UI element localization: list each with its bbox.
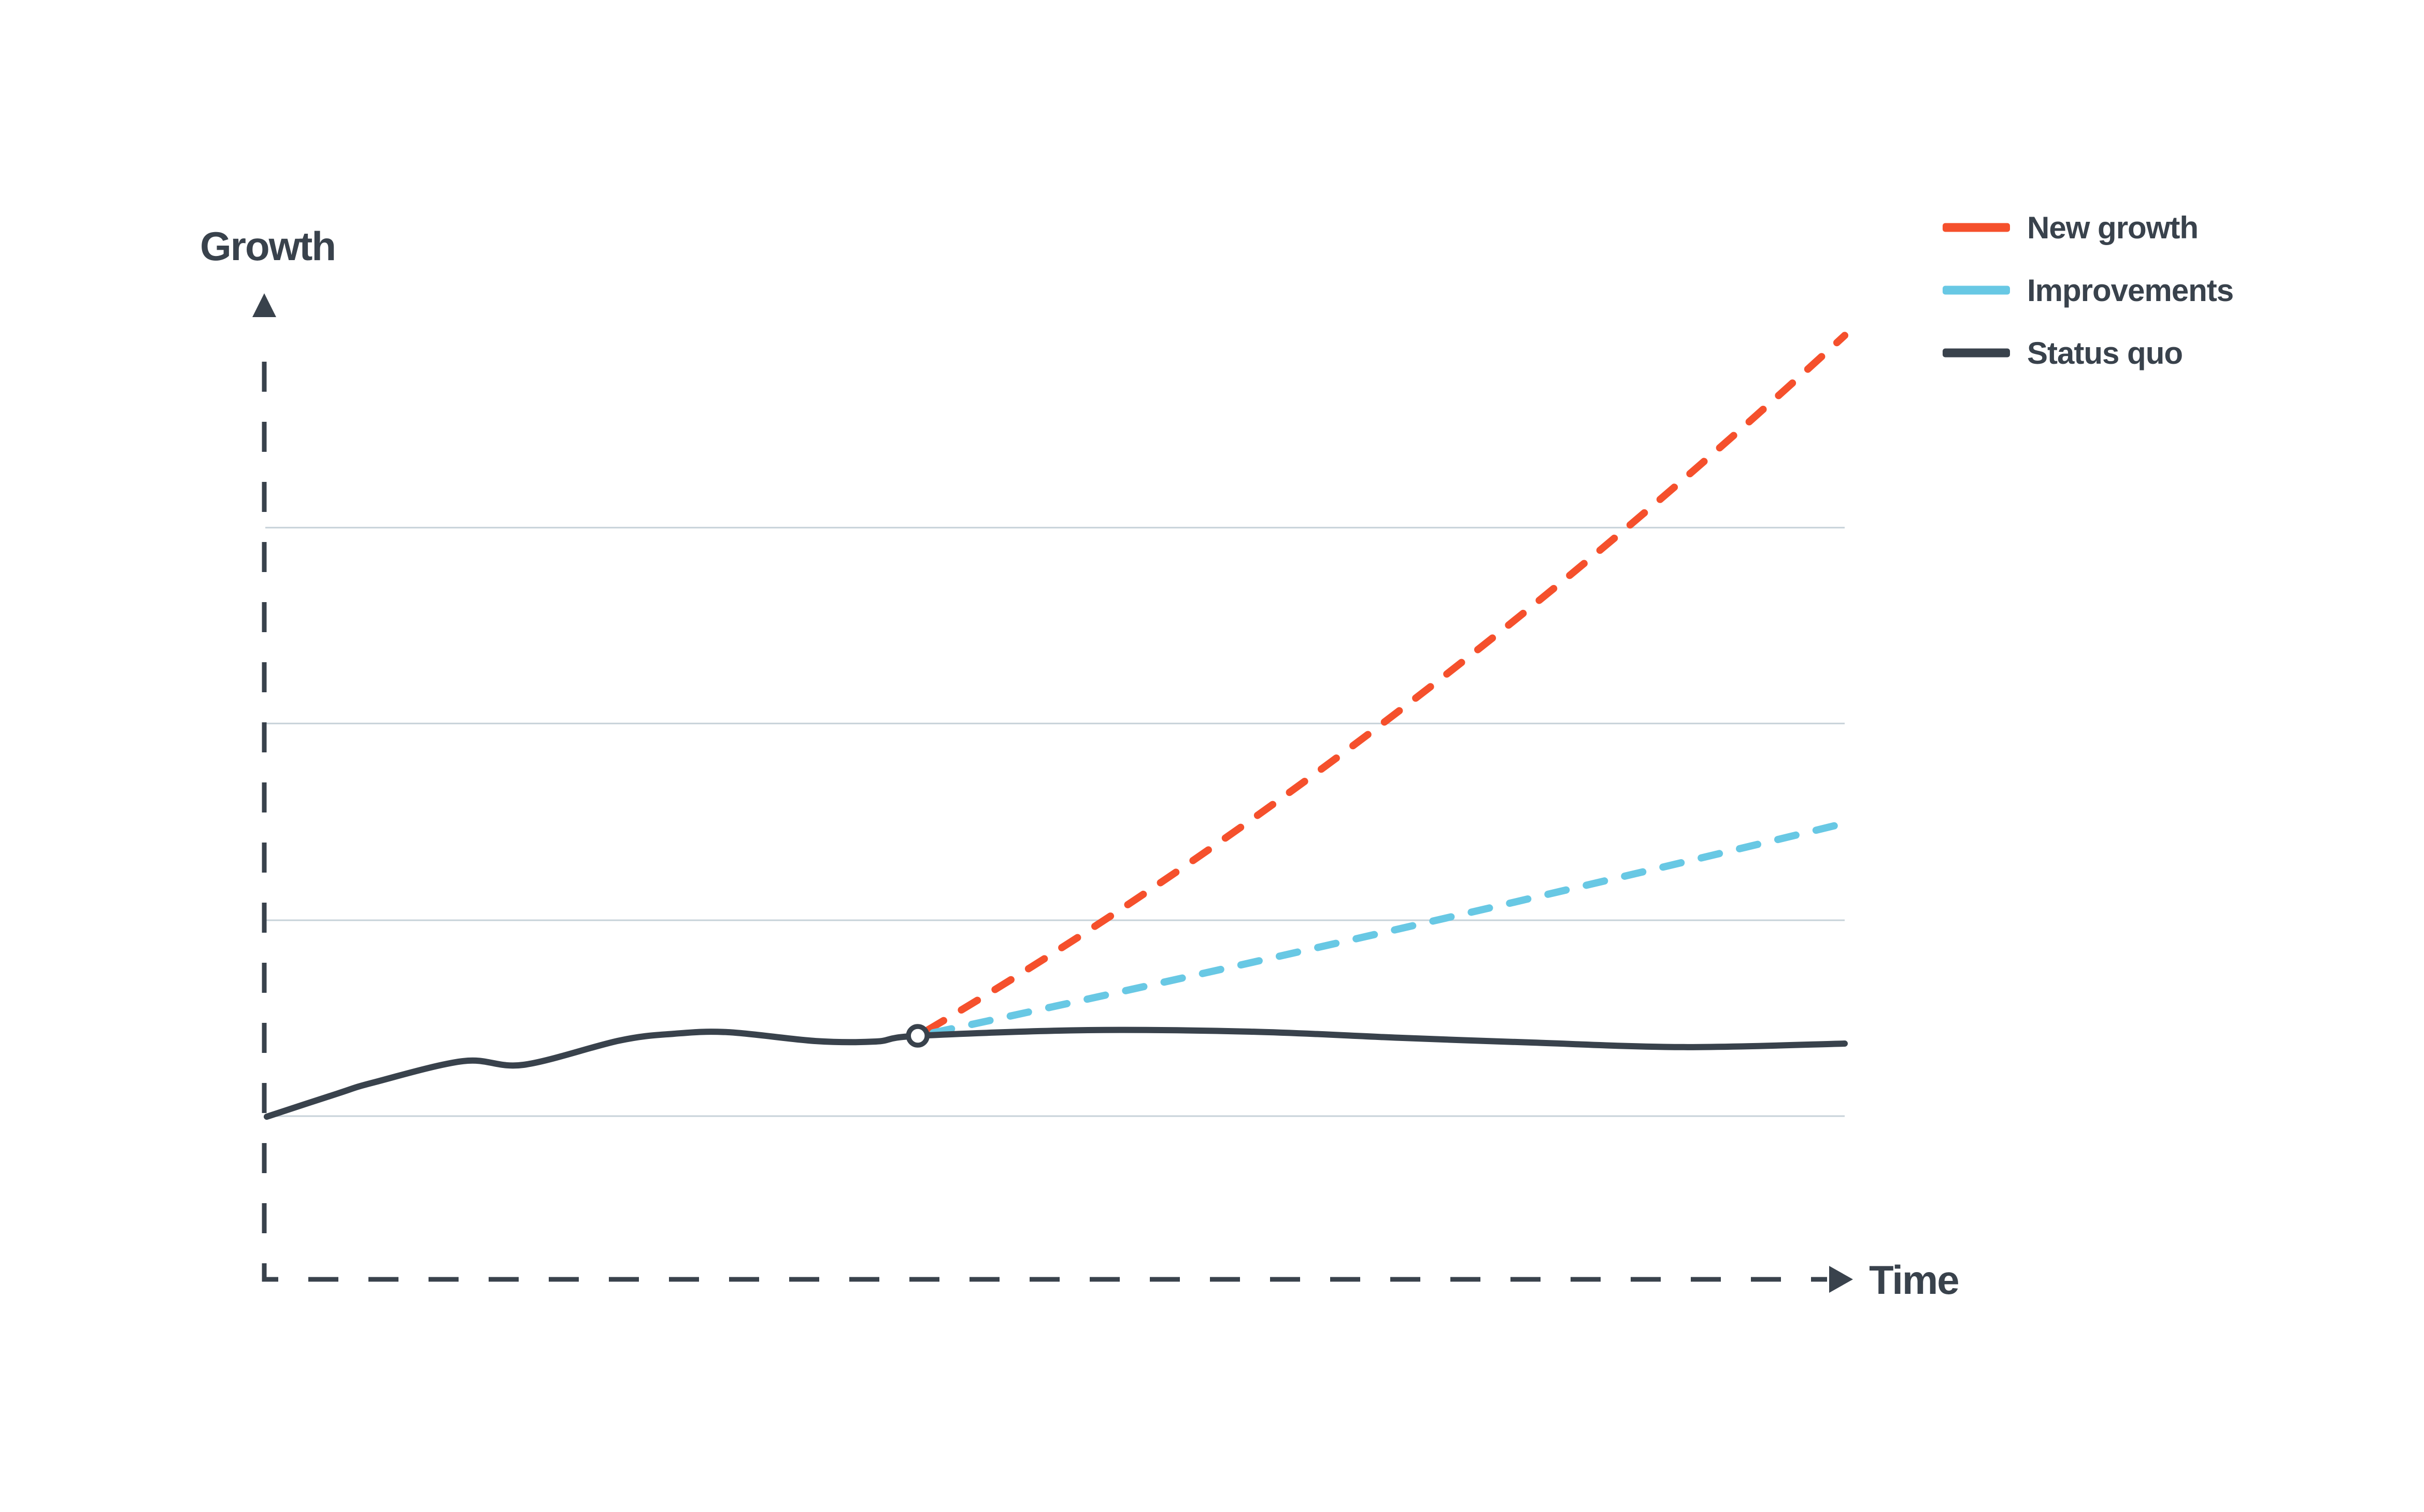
- legend-item-status-quo: Status quo: [1943, 336, 2183, 370]
- y-axis-label: Growth: [200, 223, 335, 269]
- legend-swatch-status-quo: [1943, 348, 2010, 358]
- legend-swatch-improvements: [1943, 286, 2010, 295]
- branch-point-marker: [906, 1024, 930, 1048]
- series-layer: [263, 332, 1848, 1120]
- series-line-improvements: [930, 819, 1848, 1037]
- series-line-new-growth: [924, 332, 1848, 1034]
- axes-dashed-lines: [262, 346, 1827, 1282]
- x-axis-label: Time: [1869, 1257, 1959, 1303]
- axes-layer: [252, 293, 1853, 1293]
- legend-label-improvements: Improvements: [2027, 273, 2233, 308]
- legend-label-new-growth: New growth: [2027, 210, 2198, 245]
- legend-item-new-growth: New growth: [1943, 210, 2199, 245]
- series-line-status-quo: [263, 1026, 1848, 1120]
- x-axis-arrow-icon: [1829, 1266, 1853, 1293]
- legend-swatch-new-growth: [1943, 223, 2010, 232]
- gridlines-layer: [265, 526, 1845, 1117]
- legend-label-status-quo: Status quo: [2027, 336, 2183, 370]
- y-axis-arrow-icon: [252, 293, 276, 317]
- legend: New growth Improvements Status quo: [1943, 210, 2234, 370]
- legend-item-improvements: Improvements: [1943, 273, 2234, 308]
